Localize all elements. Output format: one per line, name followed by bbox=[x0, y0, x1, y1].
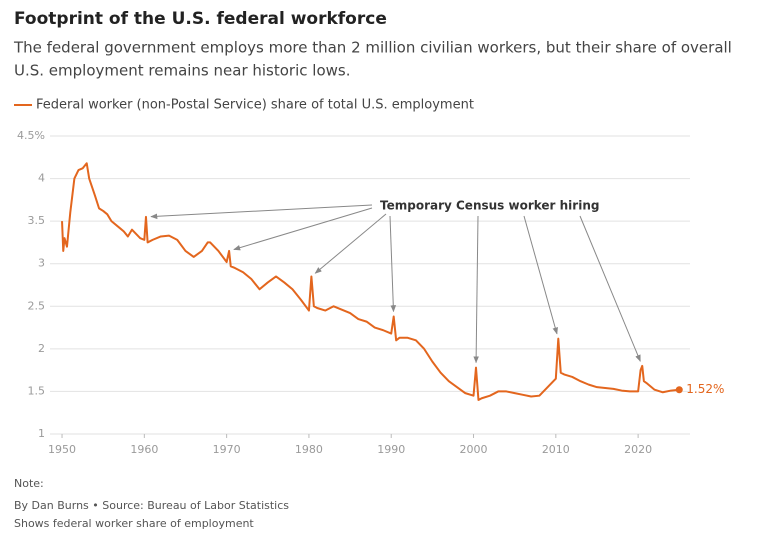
annotation-arrow bbox=[233, 207, 373, 251]
chart-title: Footprint of the U.S. federal workforce bbox=[14, 9, 387, 29]
y-tick-label: 4 bbox=[38, 172, 45, 185]
annotation-arrow bbox=[523, 215, 558, 335]
y-tick-label: 2 bbox=[38, 342, 45, 355]
annotation-arrow bbox=[473, 215, 479, 364]
value-label: 1.52% bbox=[686, 382, 724, 396]
x-tick-label: 1970 bbox=[213, 443, 241, 456]
y-tick-label: 1 bbox=[38, 427, 45, 440]
y-tick-label: 2.5 bbox=[28, 299, 46, 312]
annotation-arrow bbox=[314, 213, 387, 274]
x-tick-label: 1990 bbox=[377, 443, 405, 456]
annotation-arrow bbox=[150, 204, 373, 220]
y-tick-label: 3.5 bbox=[28, 214, 46, 227]
legend-label: Federal worker (non-Postal Service) shar… bbox=[36, 98, 474, 113]
x-tick-label: 2010 bbox=[542, 443, 570, 456]
footnote: Shows federal worker share of employment bbox=[14, 517, 254, 530]
x-tick-label: 2020 bbox=[624, 443, 652, 456]
data-line bbox=[61, 162, 680, 401]
annotation-arrow bbox=[579, 215, 641, 362]
y-tick-label: 1.5 bbox=[28, 384, 46, 397]
annotation-arrow bbox=[389, 215, 397, 313]
source: By Dan Burns • Source: Bureau of Labor S… bbox=[14, 499, 289, 512]
x-tick-label: 1950 bbox=[48, 443, 76, 456]
x-tick-label: 1980 bbox=[295, 443, 323, 456]
y-tick-label: 4.5% bbox=[17, 129, 45, 142]
chart-subtitle: U.S. employment remains near historic lo… bbox=[14, 62, 350, 80]
x-tick-label: 2000 bbox=[460, 443, 488, 456]
end-point bbox=[675, 386, 683, 394]
annotation: Temporary Census worker hiring bbox=[380, 199, 599, 213]
x-tick-label: 1960 bbox=[130, 443, 158, 456]
note: Note: bbox=[14, 477, 44, 490]
chart-subtitle: The federal government employs more than… bbox=[13, 39, 732, 57]
y-tick-label: 3 bbox=[38, 257, 45, 270]
